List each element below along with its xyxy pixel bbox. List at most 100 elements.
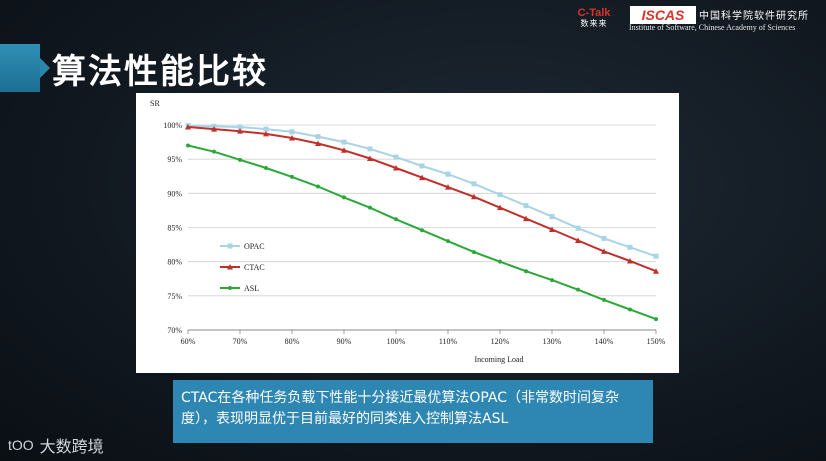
series-line-opac [187,124,657,258]
point-opac [497,192,503,198]
point-asl [654,317,658,322]
chart-legend: OPAC CTAC ASL [220,242,265,293]
point-opac [445,171,451,177]
point-opac [601,235,607,241]
iscas-english-name: Institute of Software, Chinese Academy o… [629,23,796,32]
point-ctac [653,268,659,274]
point-asl [316,184,320,189]
x-tick-label: 80% [285,337,300,346]
y-tick-label: 100% [163,121,182,130]
point-asl [238,157,242,162]
x-tick-label: 150% [647,337,666,346]
x-axis-label: Incoming Load [474,355,523,364]
point-asl [394,217,398,222]
point-ctac [419,174,425,181]
point-ctac [575,237,581,243]
point-asl [264,166,268,171]
point-opac [419,163,425,169]
title-accent-bar [0,44,50,92]
caption-box: CTAC在各种任务负载下性能十分接近最优算法OPAC（非常数时间复杂度），表现明… [173,380,653,443]
legend-label-asl: ASL [244,284,259,293]
y-axis-ticks: 70% 75% 80% 85% 90% 95% 100% [163,121,182,335]
point-asl [368,205,372,210]
ctalk-logo-sub: 数来来 [580,19,608,28]
brand-text: 大数跨境 [39,437,104,456]
point-ctac [367,155,373,161]
x-tick-label: 120% [491,337,510,346]
point-asl [186,143,190,148]
point-opac [289,129,295,135]
point-opac [627,244,633,250]
point-asl [602,297,606,302]
point-asl [628,307,632,312]
point-ctac [341,147,347,153]
point-ctac [627,257,633,264]
point-opac [263,126,269,132]
x-tick-label: 70% [233,337,248,346]
point-ctac [263,130,269,137]
point-ctac [289,134,295,141]
point-ctac [315,140,321,146]
y-tick-label: 85% [167,224,182,233]
point-ctac [185,124,191,130]
ctalk-logo: C-Talk 数来来 [570,7,618,29]
y-tick-label: 90% [167,189,182,198]
x-tick-label: 100% [387,337,406,346]
iscas-logo: ISCAS [630,6,696,24]
point-asl [498,259,502,264]
point-asl [446,239,450,244]
y-tick-label: 75% [167,292,182,301]
legend-label-ctac: CTAC [244,263,265,272]
ctalk-logo-text: C-Talk [577,7,611,19]
point-opac [237,124,243,130]
point-asl [576,287,580,292]
point-asl [472,250,476,255]
legend-marker-opac [227,243,233,249]
x-tick-label: 140% [595,337,614,346]
legend-label-opac: OPAC [244,242,265,251]
point-ctac [497,204,503,211]
slide-title: 算法性能比较 [52,52,268,92]
y-tick-label: 70% [167,326,182,335]
x-axis-ticks: 60% 70% 80% 90% 100% 110% 120% 130% 140% 150% [181,330,666,346]
point-asl [524,269,528,274]
point-opac [393,154,399,160]
point-asl [290,174,294,179]
point-ctac [601,248,607,254]
x-tick-label: 110% [439,337,458,346]
point-opac [471,181,477,187]
point-opac [341,139,347,145]
chart-panel: 70% 75% 80% 85% 90% 95% 100% 60% 70% 80% 90% 100% 1… [136,93,679,373]
iscas-chinese-name: 中国科学院软件研究所 [699,11,809,22]
point-opac [315,134,321,140]
point-asl [212,149,216,154]
point-asl [420,228,424,233]
point-ctac [549,226,555,233]
point-ctac [211,126,217,132]
point-ctac [471,193,477,200]
sr-line-chart: 70% 75% 80% 85% 90% 95% 100% 60% 70% 80% 90% 100% 1… [150,99,666,364]
point-ctac [237,128,243,134]
point-opac [367,146,373,152]
x-tick-label: 90% [337,337,352,346]
point-asl [550,278,554,283]
y-tick-label: 80% [167,258,182,267]
point-opac [523,203,529,209]
y-axis-label: SR [150,99,160,108]
brand-logo: tOO [8,437,34,453]
point-ctac [445,184,451,190]
point-opac [575,225,581,231]
point-ctac [393,165,399,171]
chart-grid [188,124,656,331]
footer-brand: tOO 大数跨境 [8,433,104,457]
x-tick-label: 60% [181,337,196,346]
legend-marker-asl [228,286,232,290]
legend-marker-ctac [227,264,233,270]
chart-series [185,123,659,322]
point-asl [342,195,346,200]
y-tick-label: 95% [167,155,182,164]
point-ctac [523,215,529,222]
x-tick-label: 130% [543,337,562,346]
point-opac [549,214,555,220]
point-opac [653,253,659,259]
